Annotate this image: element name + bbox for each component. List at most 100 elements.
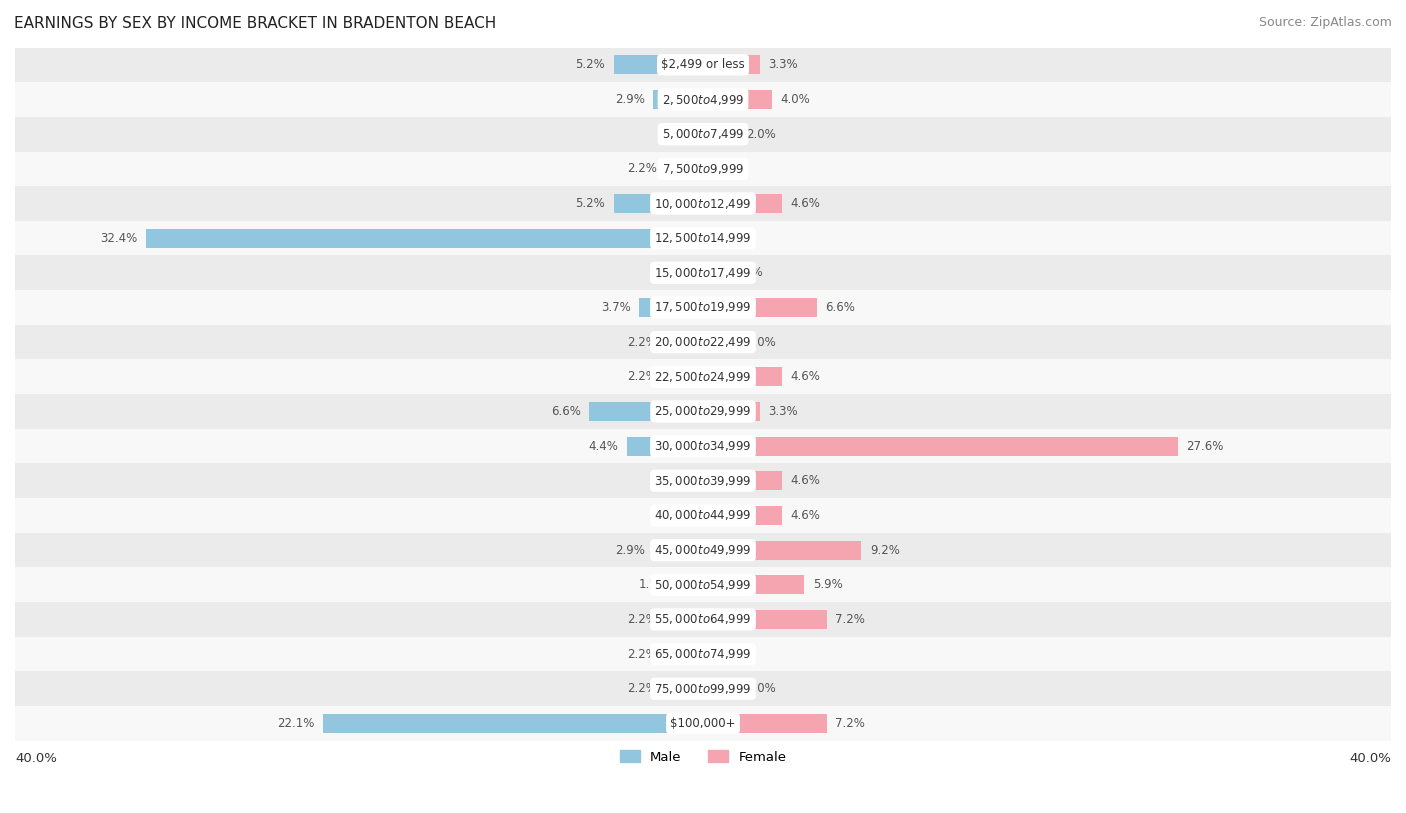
Text: 2.2%: 2.2% — [627, 613, 657, 626]
Text: $35,000 to $39,999: $35,000 to $39,999 — [654, 474, 752, 488]
Text: 0.0%: 0.0% — [665, 267, 695, 280]
Text: 5.2%: 5.2% — [575, 197, 605, 210]
Bar — [703, 506, 782, 525]
Text: $20,000 to $22,499: $20,000 to $22,499 — [654, 335, 752, 349]
Text: 5.2%: 5.2% — [575, 59, 605, 72]
Text: $30,000 to $34,999: $30,000 to $34,999 — [654, 439, 752, 453]
Text: 2.2%: 2.2% — [627, 336, 657, 349]
Bar — [665, 645, 703, 663]
Text: $40,000 to $44,999: $40,000 to $44,999 — [654, 508, 752, 523]
Bar — [703, 298, 817, 317]
Bar — [665, 159, 703, 178]
Text: $2,499 or less: $2,499 or less — [661, 59, 745, 72]
Text: $50,000 to $54,999: $50,000 to $54,999 — [654, 578, 752, 592]
Text: 4.6%: 4.6% — [790, 197, 821, 210]
Bar — [146, 228, 703, 248]
Bar — [15, 567, 1391, 602]
Text: 22.1%: 22.1% — [277, 717, 315, 730]
Text: 6.6%: 6.6% — [551, 405, 581, 418]
Text: Source: ZipAtlas.com: Source: ZipAtlas.com — [1258, 16, 1392, 29]
Text: 2.9%: 2.9% — [614, 93, 644, 106]
Text: 2.2%: 2.2% — [627, 370, 657, 383]
Bar — [15, 82, 1391, 117]
Bar — [627, 437, 703, 455]
Bar — [15, 463, 1391, 498]
Text: 4.6%: 4.6% — [790, 509, 821, 522]
Text: 2.9%: 2.9% — [614, 544, 644, 557]
Text: $25,000 to $29,999: $25,000 to $29,999 — [654, 405, 752, 419]
Bar — [15, 428, 1391, 463]
Bar — [613, 55, 703, 74]
Bar — [15, 498, 1391, 533]
Bar — [323, 714, 703, 733]
Text: 32.4%: 32.4% — [100, 232, 138, 245]
Bar — [15, 325, 1391, 359]
Text: 0.0%: 0.0% — [665, 474, 695, 487]
Bar — [703, 194, 782, 213]
Bar — [703, 263, 725, 282]
Bar — [703, 124, 737, 144]
Bar — [15, 602, 1391, 637]
Bar — [703, 610, 827, 629]
Bar — [703, 333, 737, 352]
Bar — [15, 706, 1391, 741]
Text: EARNINGS BY SEX BY INCOME BRACKET IN BRADENTON BEACH: EARNINGS BY SEX BY INCOME BRACKET IN BRA… — [14, 16, 496, 31]
Text: 3.3%: 3.3% — [768, 405, 799, 418]
Bar — [15, 637, 1391, 672]
Bar — [703, 472, 782, 490]
Text: $65,000 to $74,999: $65,000 to $74,999 — [654, 647, 752, 661]
Text: $7,500 to $9,999: $7,500 to $9,999 — [662, 162, 744, 176]
Text: 4.6%: 4.6% — [790, 370, 821, 383]
Text: 4.6%: 4.6% — [790, 474, 821, 487]
Bar — [703, 437, 1178, 455]
Text: 2.2%: 2.2% — [627, 163, 657, 176]
Text: 2.2%: 2.2% — [627, 682, 657, 695]
Bar — [15, 255, 1391, 290]
Bar — [15, 117, 1391, 151]
Text: 40.0%: 40.0% — [15, 752, 56, 765]
Bar — [703, 714, 827, 733]
Bar — [665, 333, 703, 352]
Text: 0.0%: 0.0% — [665, 509, 695, 522]
Legend: Male, Female: Male, Female — [614, 745, 792, 769]
Text: 2.0%: 2.0% — [747, 682, 776, 695]
Bar — [15, 47, 1391, 82]
Bar — [678, 576, 703, 594]
Text: $55,000 to $64,999: $55,000 to $64,999 — [654, 612, 752, 627]
Bar — [665, 679, 703, 698]
Bar — [15, 186, 1391, 221]
Text: 3.3%: 3.3% — [768, 59, 799, 72]
Text: 0.0%: 0.0% — [711, 648, 741, 661]
Text: 7.2%: 7.2% — [835, 613, 865, 626]
Bar — [703, 679, 737, 698]
Text: $22,500 to $24,999: $22,500 to $24,999 — [654, 370, 752, 384]
Bar — [15, 533, 1391, 567]
Text: 9.2%: 9.2% — [870, 544, 900, 557]
Text: 0.0%: 0.0% — [665, 128, 695, 141]
Bar — [15, 394, 1391, 428]
Text: $45,000 to $49,999: $45,000 to $49,999 — [654, 543, 752, 557]
Text: $15,000 to $17,499: $15,000 to $17,499 — [654, 266, 752, 280]
Text: 40.0%: 40.0% — [1350, 752, 1391, 765]
Text: 0.0%: 0.0% — [711, 163, 741, 176]
Text: 3.7%: 3.7% — [600, 301, 631, 314]
Text: $12,500 to $14,999: $12,500 to $14,999 — [654, 231, 752, 246]
Text: 4.4%: 4.4% — [589, 440, 619, 453]
Text: $10,000 to $12,499: $10,000 to $12,499 — [654, 197, 752, 211]
Text: $100,000+: $100,000+ — [671, 717, 735, 730]
Text: 2.0%: 2.0% — [747, 336, 776, 349]
Bar — [640, 298, 703, 317]
Text: 2.0%: 2.0% — [747, 128, 776, 141]
Text: 1.5%: 1.5% — [638, 578, 669, 591]
Bar — [703, 402, 759, 421]
Text: 5.9%: 5.9% — [813, 578, 842, 591]
Text: 7.2%: 7.2% — [835, 717, 865, 730]
Bar — [703, 576, 804, 594]
Bar — [15, 359, 1391, 394]
Bar — [589, 402, 703, 421]
Text: 6.6%: 6.6% — [825, 301, 855, 314]
Bar — [654, 90, 703, 109]
Bar — [15, 290, 1391, 325]
Bar — [665, 367, 703, 386]
Bar — [15, 151, 1391, 186]
